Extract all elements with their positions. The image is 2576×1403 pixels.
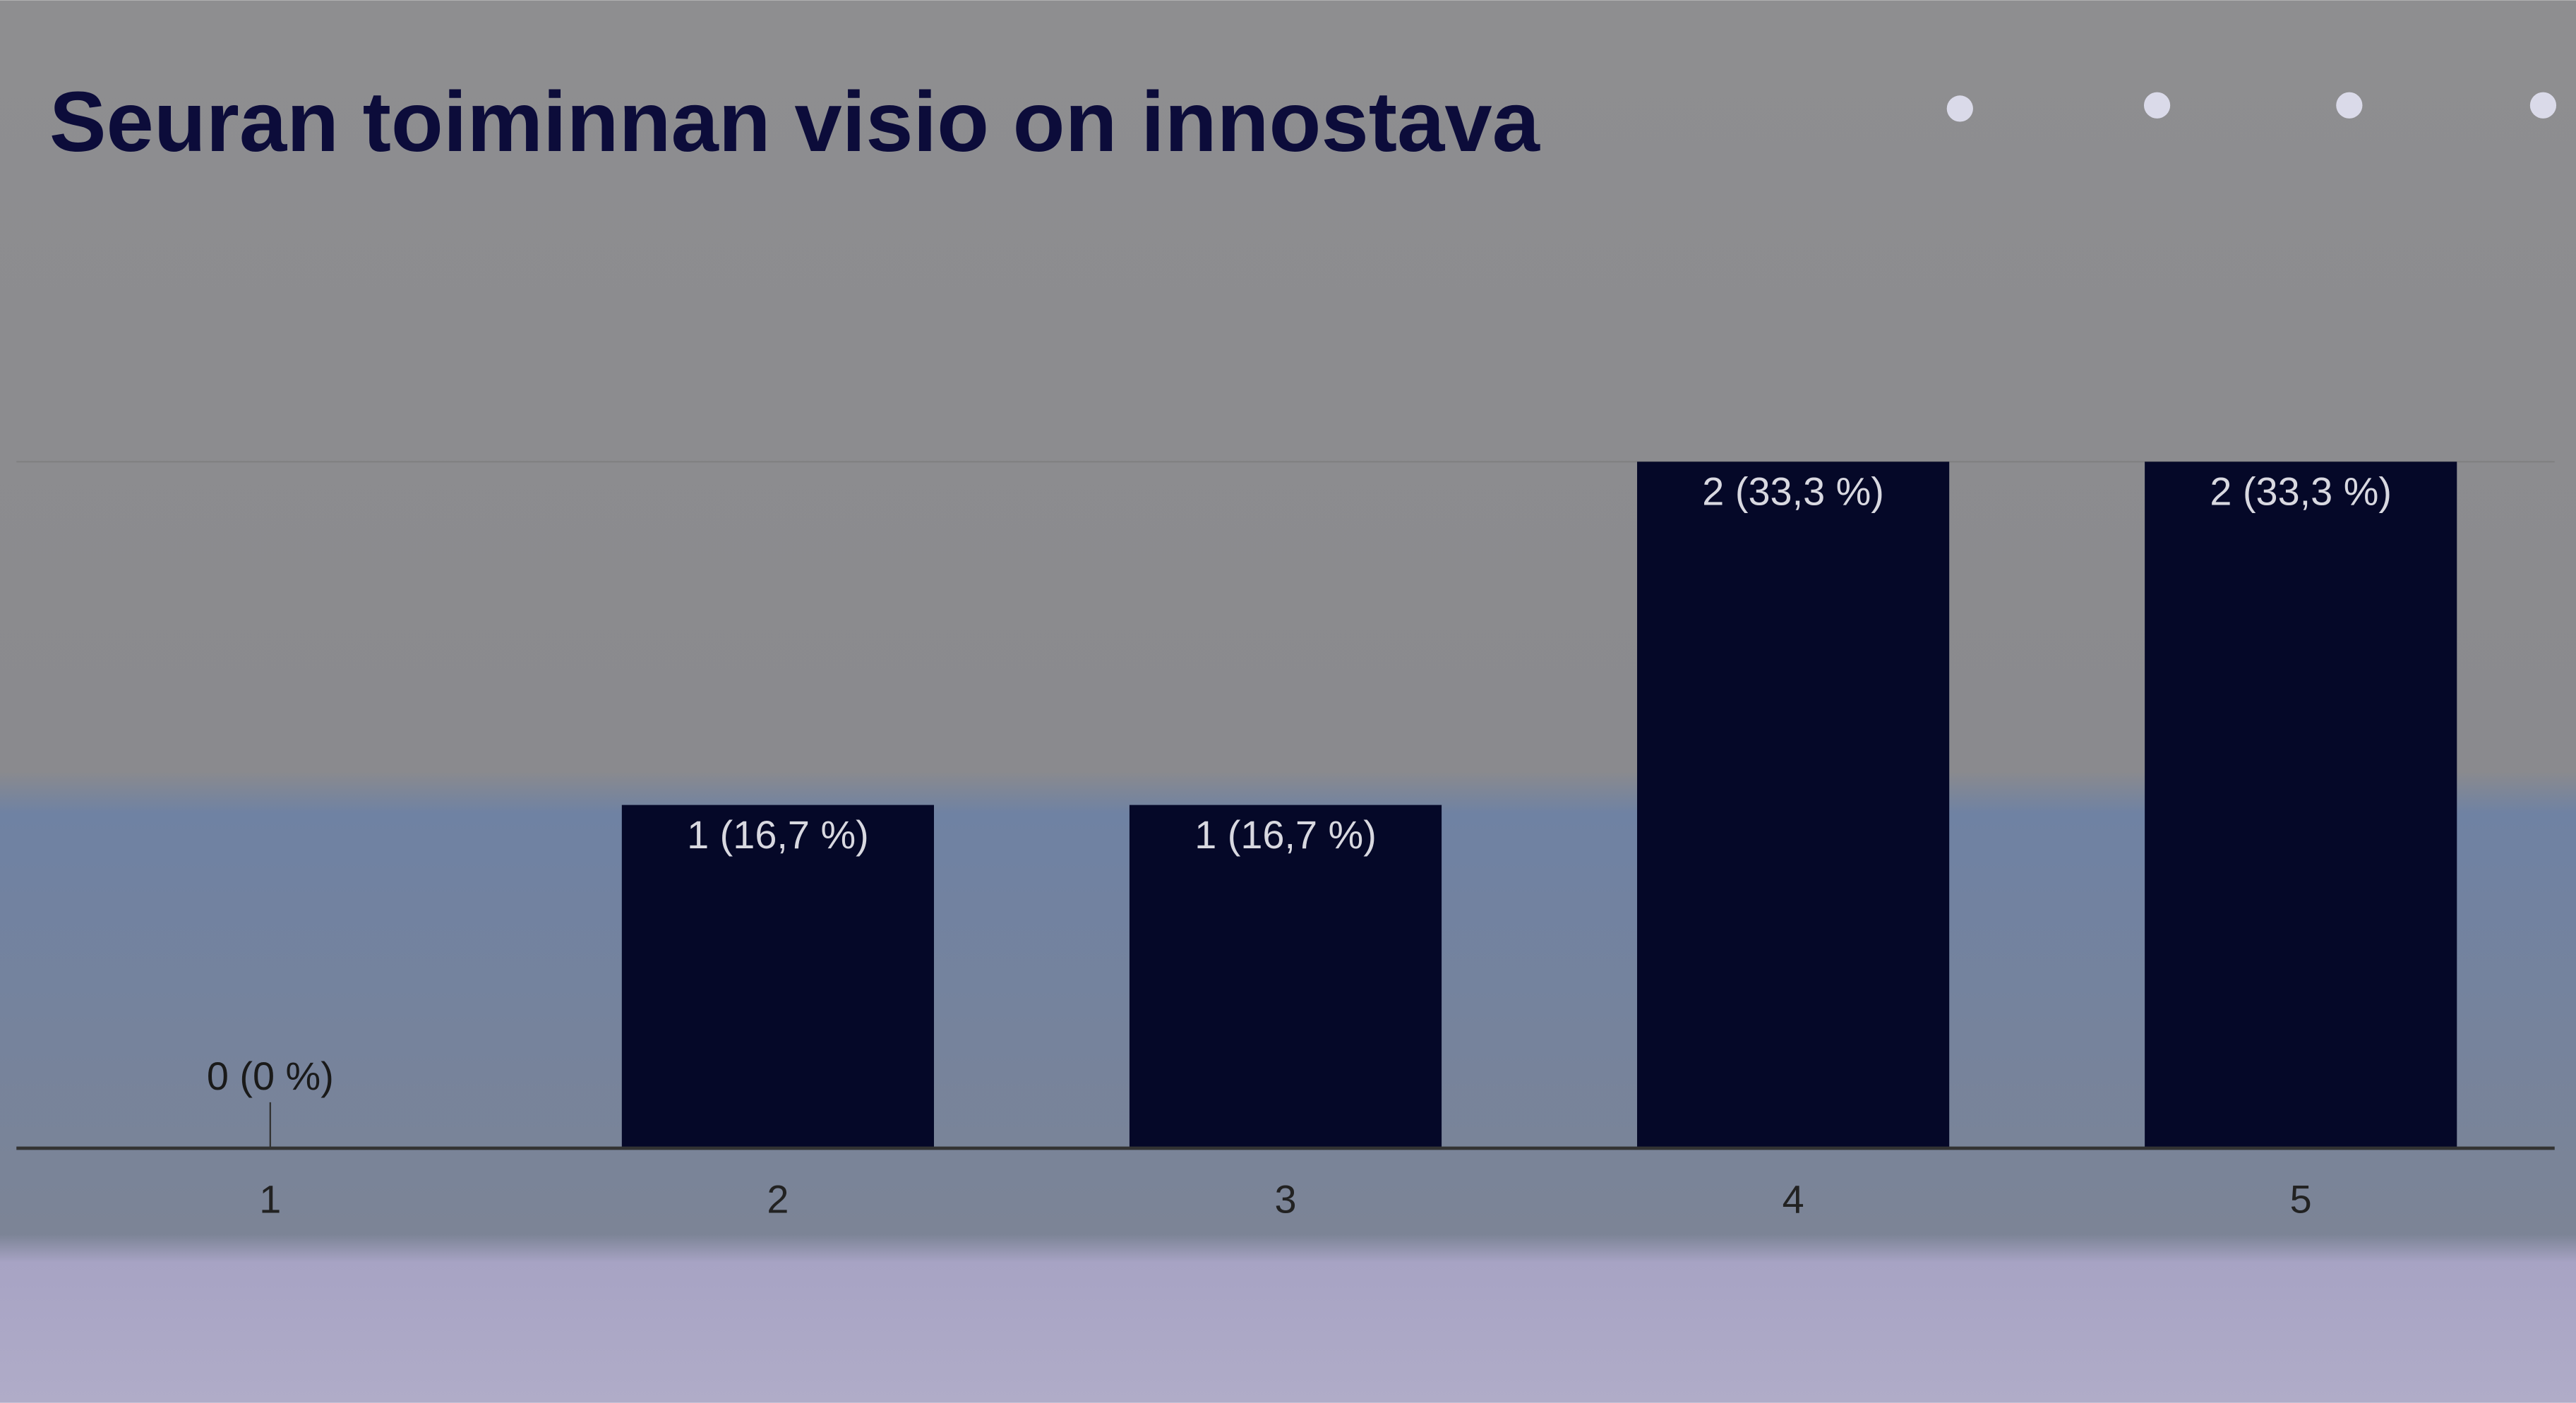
x-tick-label: 2 <box>767 1177 789 1222</box>
bar <box>1129 805 1442 1148</box>
stage-lights <box>1946 92 2557 122</box>
bar <box>621 805 934 1148</box>
x-tick-label: 4 <box>1783 1177 1804 1222</box>
value-label: 0 (0 %) <box>207 1054 334 1098</box>
value-label: 2 (33,3 %) <box>2210 469 2392 514</box>
x-tick-label: 3 <box>1274 1177 1296 1222</box>
value-label: 1 (16,7 %) <box>1194 812 1377 857</box>
bar <box>1637 462 1950 1148</box>
value-label: 2 (33,3 %) <box>1702 469 1884 514</box>
value-label: 1 (16,7 %) <box>687 812 869 857</box>
x-tick-label: 5 <box>2290 1177 2312 1222</box>
x-tick-label: 1 <box>259 1177 281 1222</box>
chart-title: Seuran toiminnan visio on innostava <box>49 73 1541 169</box>
bar <box>2145 462 2457 1148</box>
